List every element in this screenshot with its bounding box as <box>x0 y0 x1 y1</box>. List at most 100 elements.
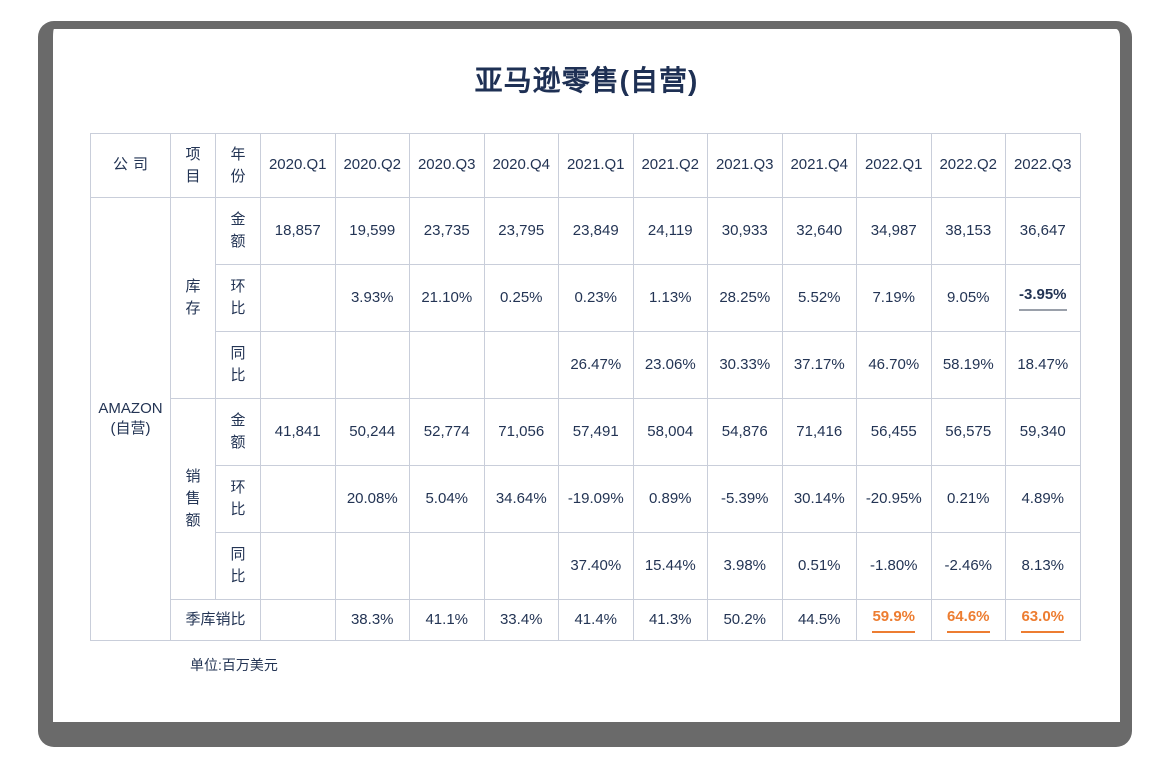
table-cell: 30,933 <box>707 197 783 265</box>
table-cell: 8.13% <box>1005 532 1081 600</box>
table-cell: -5.39% <box>707 465 783 533</box>
header-quarter: 2022.Q2 <box>930 133 1006 198</box>
table-cell: 23,735 <box>409 197 485 265</box>
table-cell: 34.64% <box>483 465 559 533</box>
table-header-row: 公司 项目 年份 2020.Q1 2020.Q2 2020.Q3 2020.Q4… <box>90 133 1081 198</box>
table-cell: 36,647 <box>1005 197 1081 265</box>
company-cell: AMAZON (自营) <box>90 197 171 641</box>
header-quarter: 2021.Q4 <box>781 133 857 198</box>
table-cell <box>409 331 485 399</box>
report-page: 亚马逊零售(自营) 公司 项目 年份 2020.Q1 2020.Q2 2020.… <box>38 21 1132 747</box>
unit-note: 单位:百万美元 <box>190 657 278 673</box>
table-row-inventory-qoq: 环比 3.93% 21.10% 0.25% 0.23% 1.13% 28.25%… <box>91 264 1081 332</box>
table-cell: 41.3% <box>632 599 708 641</box>
company-suffix: (自营) <box>110 420 151 437</box>
table-cell: 54,876 <box>707 398 783 466</box>
table-cell: -19.09% <box>558 465 634 533</box>
table-cell: 71,416 <box>781 398 857 466</box>
table-cell: 44.5% <box>781 599 857 641</box>
metric-label: 环比 <box>215 264 261 332</box>
table-cell: 18,857 <box>260 197 336 265</box>
table-cell: 23,795 <box>483 197 559 265</box>
company-name: AMAZON <box>98 399 163 417</box>
table-cell <box>483 331 559 399</box>
table-row-sales-amount: 销售额 金额 41,841 50,244 52,774 71,056 57,49… <box>91 398 1081 600</box>
table-cell: 20.08% <box>334 465 410 533</box>
table-cell-highlight: 50.2% <box>707 599 783 641</box>
table-cell: 59,340 <box>1005 398 1081 466</box>
amazon-retail-table: 公司 项目 年份 2020.Q1 2020.Q2 2020.Q3 2020.Q4… <box>90 133 1081 641</box>
table-cell: 0.51% <box>781 532 857 600</box>
metric-label: 同比 <box>215 331 261 399</box>
table-cell: 24,119 <box>632 197 708 265</box>
table-row-sales-qoq: 环比 20.08% 5.04% 34.64% -19.09% 0.89% -5.… <box>91 465 1081 533</box>
table-cell: 57,491 <box>558 398 634 466</box>
table-cell-highlight: 18.47% <box>1005 331 1081 399</box>
table-cell: 56,455 <box>856 398 932 466</box>
header-year: 年份 <box>215 133 261 198</box>
table-cell <box>260 599 336 641</box>
header-quarter: 2021.Q3 <box>707 133 783 198</box>
metric-label: 金额 <box>215 197 261 265</box>
table-row-inventory-sales-ratio: 季库销比 38.3% 41.1% 33.4% 41.4% 41.3% 50.2%… <box>91 599 1081 641</box>
table-cell <box>260 532 336 600</box>
table-cell: 38,153 <box>930 197 1006 265</box>
table-cell <box>260 331 336 399</box>
table-cell: 4.89% <box>1005 465 1081 533</box>
header-company: 公司 <box>90 133 171 198</box>
table-cell: 21.10% <box>409 264 485 332</box>
table-cell: 37.40% <box>558 532 634 600</box>
page-title: 亚马逊零售(自营) <box>474 65 699 96</box>
table-cell: 58,004 <box>632 398 708 466</box>
table-cell <box>483 532 559 600</box>
table-cell: 19,599 <box>334 197 410 265</box>
table-row-sales-yoy: 同比 37.40% 15.44% 3.98% 0.51% -1.80% -2.4… <box>91 532 1081 600</box>
table-cell: 32,640 <box>781 197 857 265</box>
table-cell: -20.95% <box>856 465 932 533</box>
table-cell: 1.13% <box>632 264 708 332</box>
table-cell: 3.98% <box>707 532 783 600</box>
header-quarter: 2020.Q3 <box>409 133 485 198</box>
table-cell: 33.4% <box>483 599 559 641</box>
table-cell-highlight: 64.6% <box>930 599 1006 641</box>
header-quarter: 2022.Q1 <box>856 133 932 198</box>
table-cell: 50,244 <box>334 398 410 466</box>
table-cell: 41,841 <box>260 398 336 466</box>
table-cell: 26.47% <box>558 331 634 399</box>
table-cell: 3.93% <box>334 264 410 332</box>
table-cell: 41.4% <box>558 599 634 641</box>
table-cell <box>260 465 336 533</box>
table-cell: 0.21% <box>930 465 1006 533</box>
table-row-inventory-amount: AMAZON (自营) 库存 金额 18,857 19,599 23,735 2… <box>90 197 1081 641</box>
metric-label: 同比 <box>215 532 261 600</box>
table-cell: 0.89% <box>632 465 708 533</box>
table-cell: 0.23% <box>558 264 634 332</box>
table-cell: 9.05% <box>930 264 1006 332</box>
table-cell: 23.06% <box>632 331 708 399</box>
header-quarter: 2020.Q1 <box>260 133 336 198</box>
table-cell: 5.04% <box>409 465 485 533</box>
table-cell: 41.1% <box>409 599 485 641</box>
data-table-wrapper: 公司 项目 年份 2020.Q1 2020.Q2 2020.Q3 2020.Q4… <box>90 133 1081 641</box>
table-cell: 30.14% <box>781 465 857 533</box>
table-cell <box>334 532 410 600</box>
table-row-inventory-yoy: 同比 26.47% 23.06% 30.33% 37.17% 46.70% 58… <box>91 331 1081 399</box>
table-cell: 5.52% <box>781 264 857 332</box>
table-cell-highlight: 63.0% <box>1005 599 1081 641</box>
header-quarter: 2020.Q2 <box>334 133 410 198</box>
header-quarter: 2020.Q4 <box>483 133 559 198</box>
ratio-label: 季库销比 <box>170 599 261 641</box>
metric-label: 金额 <box>215 398 261 466</box>
group-label-inventory: 库存 <box>170 197 216 399</box>
table-cell: 23,849 <box>558 197 634 265</box>
table-cell: 46.70% <box>856 331 932 399</box>
table-cell: 15.44% <box>632 532 708 600</box>
table-cell-highlight: 59.9% <box>856 599 932 641</box>
header-quarter: 2021.Q2 <box>632 133 708 198</box>
header-item: 项目 <box>170 133 216 198</box>
header-quarter: 2021.Q1 <box>558 133 634 198</box>
metric-label: 环比 <box>215 465 261 533</box>
table-cell: -1.80% <box>856 532 932 600</box>
table-cell: 56,575 <box>930 398 1006 466</box>
